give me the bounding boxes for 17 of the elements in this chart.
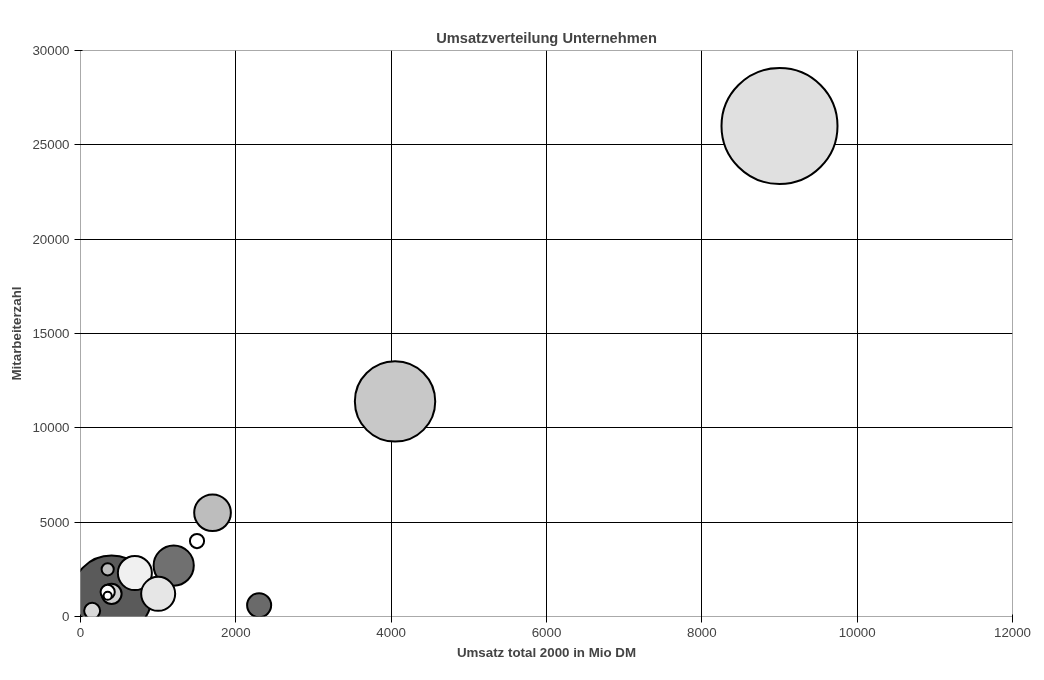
y-axis-title: Mitarbeiterzahl bbox=[9, 286, 25, 381]
y-tick-label: 20000 bbox=[32, 231, 70, 247]
y-tick-label: 25000 bbox=[32, 137, 70, 153]
x-tick-label: 6000 bbox=[531, 624, 562, 640]
x-tick-label: 2000 bbox=[221, 624, 251, 640]
x-tick-label: 0 bbox=[76, 624, 85, 640]
chart-title: Umsatzverteilung Unternehmen bbox=[436, 29, 657, 46]
x-tick-label: 4000 bbox=[376, 624, 406, 640]
y-tick-label: 15000 bbox=[32, 326, 70, 341]
y-tick-label: 0 bbox=[62, 609, 70, 624]
x-tick-label: 12000 bbox=[993, 624, 1032, 640]
x-tick-label: 10000 bbox=[838, 624, 876, 640]
y-tick-label: 10000 bbox=[32, 420, 70, 436]
x-axis-title: Umsatz total 2000 in Mio DM bbox=[456, 644, 637, 660]
y-tick-label: 5000 bbox=[39, 514, 70, 530]
x-tick-label: 8000 bbox=[687, 624, 717, 640]
y-tick-label: 30000 bbox=[32, 43, 70, 58]
